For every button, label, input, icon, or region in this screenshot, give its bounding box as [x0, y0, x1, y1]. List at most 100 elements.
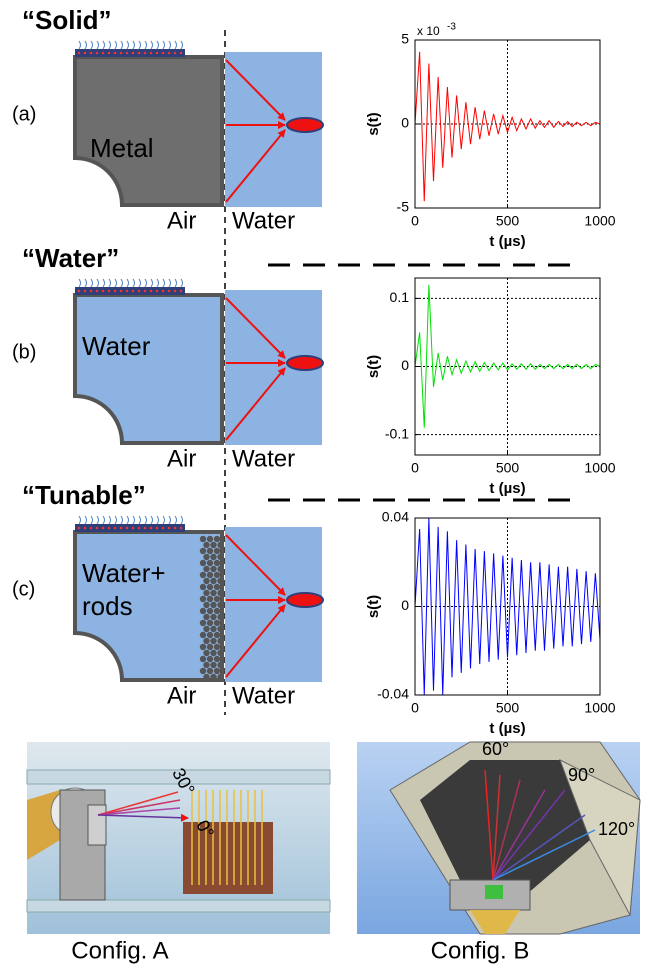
- rod: [207, 668, 213, 674]
- rod: [200, 608, 206, 614]
- transducer-wire: [133, 516, 135, 524]
- transducer-dot: [90, 52, 93, 55]
- transducer-dot: [96, 290, 99, 293]
- y-axis-label: s(t): [365, 355, 382, 378]
- panel-title: “Tunable”: [22, 480, 146, 510]
- transducer-wire: [139, 279, 141, 287]
- transducer-dot: [138, 527, 141, 530]
- transducer-wire: [97, 41, 99, 49]
- transducer-dot: [138, 52, 141, 55]
- transducer-dot: [114, 527, 117, 530]
- rod: [214, 572, 220, 578]
- figure: “Solid”(a)MetalAirWater“Water”(b)WaterAi…: [0, 0, 657, 964]
- rod: [217, 590, 223, 596]
- rod: [200, 644, 206, 650]
- rod: [210, 566, 216, 572]
- transducer-wire: [103, 516, 105, 524]
- transducer-wire: [85, 41, 87, 49]
- transducer-wire: [157, 279, 159, 287]
- config-caption: Config. A: [71, 937, 168, 964]
- rod: [203, 566, 209, 572]
- x-tick-label: 0: [411, 213, 419, 229]
- transducer-dot: [174, 290, 177, 293]
- config-caption: Config. B: [431, 937, 530, 964]
- rod: [207, 656, 213, 662]
- rod: [210, 638, 216, 644]
- transducer-wire: [91, 279, 93, 287]
- rod: [214, 632, 220, 638]
- panel-label: (c): [12, 578, 35, 600]
- transducer-dot: [138, 290, 141, 293]
- rod: [203, 650, 209, 656]
- y-tick-label: 0: [401, 597, 409, 613]
- y-tick-label: 0.1: [390, 289, 410, 305]
- transducer-dot: [84, 52, 87, 55]
- y-axis-label: s(t): [365, 112, 382, 135]
- transducer-dot: [126, 290, 129, 293]
- transducer-dot: [156, 290, 159, 293]
- rod: [203, 614, 209, 620]
- x-tick-label: 500: [496, 700, 520, 716]
- rod: [217, 614, 223, 620]
- rod: [217, 650, 223, 656]
- transducer-wire: [145, 279, 147, 287]
- transducer-wire: [85, 516, 87, 524]
- rod: [210, 590, 216, 596]
- x-tick-label: 0: [411, 700, 419, 716]
- y-tick-label: -0.1: [385, 425, 409, 441]
- angle-label: 60°: [482, 739, 509, 759]
- transducer-wire: [127, 41, 129, 49]
- transducer-dot: [174, 527, 177, 530]
- transducer-wire: [151, 41, 153, 49]
- rod: [203, 674, 209, 680]
- rod: [210, 542, 216, 548]
- rod: [214, 656, 220, 662]
- x-tick-label: 500: [496, 460, 520, 476]
- transducer-wire: [145, 516, 147, 524]
- rod: [207, 596, 213, 602]
- rod: [210, 614, 216, 620]
- rod: [200, 584, 206, 590]
- transducer-dot: [132, 290, 135, 293]
- transducer-wire: [121, 279, 123, 287]
- transducer-dot: [180, 52, 183, 55]
- transducer-dot: [78, 527, 81, 530]
- resonator: [75, 295, 222, 443]
- medium-label: Water: [232, 207, 295, 234]
- transducer-wire: [97, 279, 99, 287]
- y-tick-label: -5: [397, 199, 410, 215]
- medium-label: Air: [167, 445, 196, 472]
- transducer-wire: [79, 516, 81, 524]
- rod: [207, 572, 213, 578]
- rod: [207, 620, 213, 626]
- x-tick-label: 0: [411, 460, 419, 476]
- transducer-dot: [180, 527, 183, 530]
- transducer-wire: [103, 41, 105, 49]
- rod: [210, 674, 216, 680]
- transducer-wire: [157, 516, 159, 524]
- rod: [217, 554, 223, 560]
- y-multiplier-exponent: -3: [447, 22, 456, 33]
- x-tick-label: 1000: [584, 700, 615, 716]
- y-tick-label: 0: [401, 357, 409, 373]
- transducer-wire: [127, 279, 129, 287]
- x-axis-label: t (µs): [489, 720, 525, 737]
- transducer-dot: [180, 290, 183, 293]
- rod: [210, 662, 216, 668]
- material-label: Metal: [90, 133, 154, 163]
- transducer-dot: [168, 52, 171, 55]
- rod: [207, 584, 213, 590]
- x-tick-label: 1000: [584, 213, 615, 229]
- transducer-wire: [175, 279, 177, 287]
- page: “Solid”(a)MetalAirWater“Water”(b)WaterAi…: [0, 0, 657, 964]
- panel-title: “Water”: [22, 243, 119, 273]
- transducer-dot: [84, 527, 87, 530]
- transducer-dot: [144, 52, 147, 55]
- transducer-wire: [169, 279, 171, 287]
- transducer-wire: [79, 279, 81, 287]
- transducer-wire: [169, 41, 171, 49]
- rod: [203, 542, 209, 548]
- transducer-wire: [133, 41, 135, 49]
- transducer-wire: [175, 516, 177, 524]
- focus: [287, 356, 323, 370]
